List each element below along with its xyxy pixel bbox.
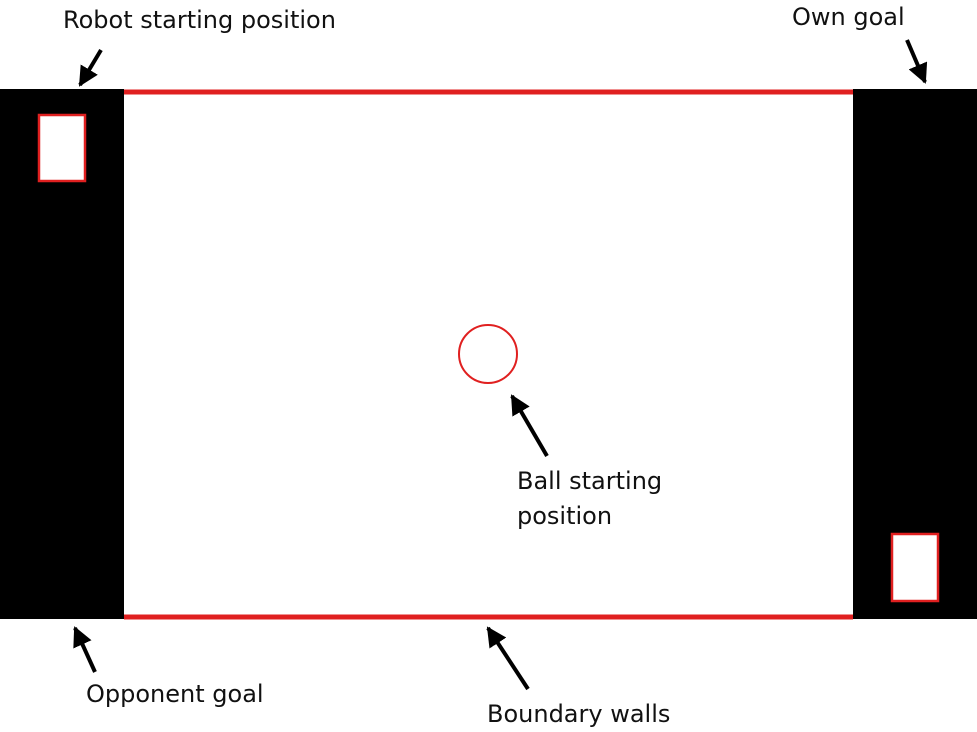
own-goal-arrow xyxy=(905,39,928,84)
boundary-walls-arrow xyxy=(486,626,530,691)
robot-start-marker-right xyxy=(890,532,940,603)
opponent-goal-arrow xyxy=(73,626,97,673)
ball-start-marker xyxy=(458,324,518,384)
own-goal-zone xyxy=(853,89,977,619)
own-goal-label: Own goal xyxy=(792,3,905,31)
ball-start-label-line2: position xyxy=(517,502,613,530)
robot-start-marker-left xyxy=(37,113,87,183)
opponent-goal-label: Opponent goal xyxy=(86,680,264,708)
ball-start-arrow xyxy=(510,394,549,458)
boundary-walls-label: Boundary walls xyxy=(487,700,671,728)
field-area xyxy=(124,91,853,619)
ball-start-label-line1: Ball starting xyxy=(517,467,663,495)
robot-start-arrow xyxy=(78,48,103,87)
robot-start-label: Robot starting position xyxy=(63,6,336,34)
